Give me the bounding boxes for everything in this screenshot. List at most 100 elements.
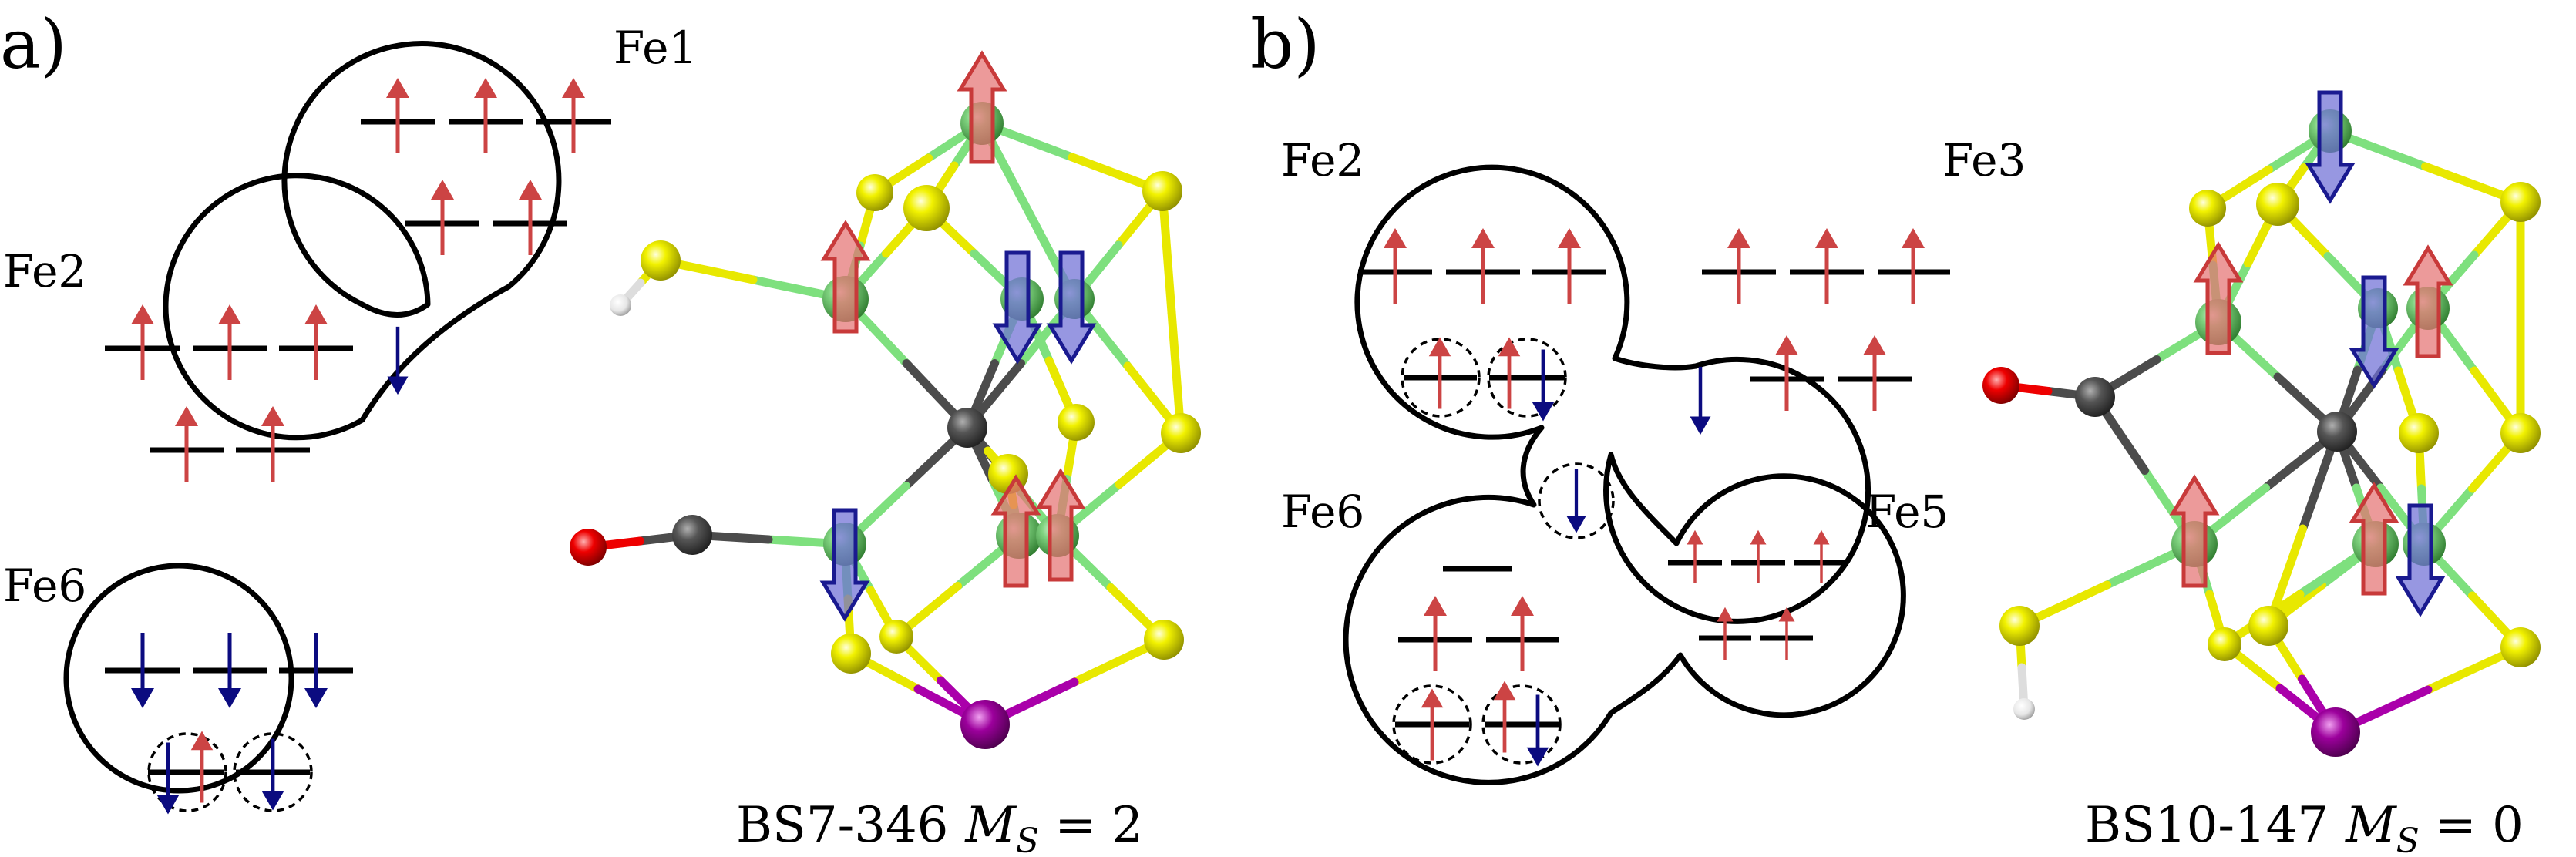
magnetic-moment-down-arrow [1046, 250, 1097, 365]
spin-up-arrow [1778, 607, 1795, 660]
arrow-head [261, 791, 284, 811]
magnetic-moment-down-arrow [819, 508, 870, 622]
sulfur-atom [2500, 182, 2541, 222]
magnetic-moment-down-arrow [2349, 275, 2399, 389]
arrow-head [1687, 529, 1703, 545]
bond [688, 530, 849, 549]
magnetic-moment-up-arrow [1035, 468, 1086, 582]
spin-down-arrow [1532, 349, 1555, 422]
arrow-head [1424, 596, 1447, 616]
spin-up-arrow [1717, 607, 1734, 660]
magnetic-moment-down-arrow [2395, 503, 2446, 617]
bond [2420, 428, 2525, 549]
sulfur-atom [2189, 190, 2226, 227]
bond [1158, 187, 1185, 438]
arrow-head [1813, 529, 1830, 545]
sulfur-atom [879, 620, 913, 654]
arrow-head [1558, 228, 1581, 248]
arrow-head [386, 78, 409, 98]
panel-b-label: b) [1250, 5, 1320, 84]
spin-up-arrow [131, 304, 154, 380]
fe6-label-a: Fe6 [3, 560, 86, 612]
arrow-head [1902, 228, 1925, 248]
carbon-atom [2317, 412, 2357, 452]
hydrogen-atom [610, 294, 631, 316]
sulfur-atom [2248, 606, 2288, 646]
magnetic-moment-up-arrow [2169, 474, 2220, 588]
spin-up-arrow [1421, 688, 1444, 761]
magnetic-moment-down-arrow [2305, 90, 2356, 204]
magnetic-moment-down-arrow [992, 250, 1043, 365]
spin-up-arrow [1558, 228, 1581, 304]
arrow-head [474, 78, 497, 98]
arrow-head [218, 688, 241, 708]
sulfur-atom [1144, 620, 1184, 660]
spin-up-arrow [304, 304, 328, 380]
spin-down-arrow [218, 633, 241, 708]
sulfur-atom [1142, 171, 1182, 211]
fe3-label-b: Fe3 [1942, 134, 2026, 187]
bond [2325, 126, 2525, 207]
panel-a-orbital-diagrams [105, 119, 611, 812]
caption-b-value: = 0 [2420, 797, 2524, 854]
spin-up-arrow [519, 180, 542, 255]
spin-up-arrow [175, 406, 198, 482]
sulfur-atom [641, 240, 681, 281]
magnetic-moment-up-arrow [957, 50, 1007, 164]
molecule-a [570, 50, 1201, 749]
bond [2015, 539, 2199, 630]
spin-up-arrow [1424, 596, 1447, 671]
arrow-head [1775, 335, 1798, 355]
oxygen-atom [570, 529, 607, 566]
bond [2214, 318, 2342, 436]
unpaired-electron-circle [1538, 462, 1615, 539]
sulfur-atom [1161, 413, 1201, 453]
spin-up-arrow [1750, 529, 1767, 583]
molybdenum-atom [960, 700, 1010, 749]
panel-a-label: a) [0, 5, 67, 84]
carbon-atom [2075, 377, 2115, 417]
bond [2423, 304, 2525, 438]
spin-up-arrow [1727, 228, 1750, 304]
bond [841, 294, 972, 432]
bond [2331, 643, 2525, 737]
molybdenum-atom [2311, 707, 2360, 757]
arrow-head [131, 304, 154, 324]
arrow-head [304, 304, 328, 324]
paired-orbital-circle [1401, 338, 1481, 418]
spin-up-arrow [1813, 529, 1830, 583]
bond [2090, 392, 2199, 549]
arrow-head [1532, 402, 1555, 422]
spin-up-arrow [1863, 335, 1886, 411]
arrow-head [261, 406, 284, 426]
spin-up-arrow [1384, 228, 1407, 304]
spin-up-arrow [1902, 228, 1925, 304]
bond-half [1158, 187, 1176, 317]
spin-up-arrow [562, 78, 585, 153]
arrow-head [131, 688, 154, 708]
arrow-head [1863, 335, 1886, 355]
paired-orbital-circle [147, 732, 227, 812]
spin-up-arrow [190, 731, 214, 803]
spin-up-arrow [1775, 335, 1798, 411]
arrow-head [304, 688, 328, 708]
arrow-head [1498, 337, 1521, 357]
fe5-label-b: Fe5 [1865, 486, 1949, 538]
spin-down-arrow [156, 742, 180, 815]
spin-up-arrow [1511, 596, 1534, 671]
paired-orbital-circle [1392, 684, 1472, 765]
arrow-head [562, 78, 585, 98]
spin-down-arrow [261, 738, 284, 811]
spin-down-arrow [387, 326, 409, 395]
spin-up-arrow [1498, 337, 1521, 409]
spin-up-arrow [261, 406, 284, 482]
sulfur-atom [831, 634, 871, 674]
spin-up-arrow [1493, 681, 1516, 753]
paired-orbital-circle [1481, 684, 1562, 765]
bond [980, 635, 1169, 729]
sulfur-atom [1999, 606, 2040, 646]
paired-orbital-circle [233, 732, 313, 812]
spin-up-arrow [1428, 337, 1451, 409]
spin-down-arrow [1690, 366, 1711, 435]
sulfur-atom [856, 174, 893, 211]
